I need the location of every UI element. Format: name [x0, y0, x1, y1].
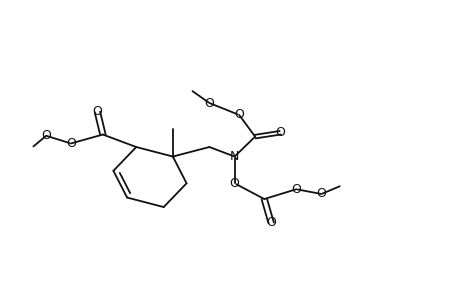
- Text: O: O: [316, 188, 326, 200]
- Text: O: O: [92, 106, 102, 118]
- Text: O: O: [291, 183, 301, 196]
- Text: O: O: [204, 97, 214, 110]
- Text: N: N: [230, 150, 239, 163]
- Text: O: O: [66, 137, 76, 150]
- Text: O: O: [229, 177, 239, 190]
- Text: O: O: [41, 129, 51, 142]
- Text: O: O: [266, 216, 275, 229]
- Text: O: O: [234, 108, 244, 122]
- Text: O: O: [275, 126, 285, 139]
